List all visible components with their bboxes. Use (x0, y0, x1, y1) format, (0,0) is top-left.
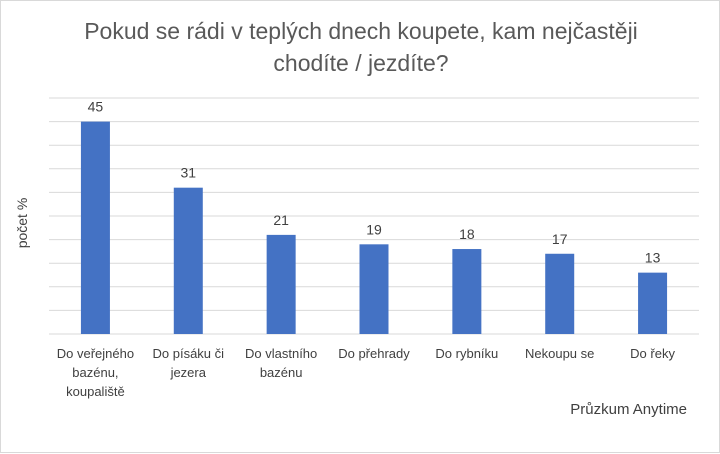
data-label: 31 (180, 165, 196, 181)
data-label: 19 (366, 221, 382, 237)
category-label: Do písáku či jezera (152, 346, 225, 380)
category-label: Do veřejného bazénu, koupaliště (56, 346, 135, 399)
category-label: Do řeky (630, 346, 675, 361)
chart-title: Pokud se rádi v teplých dnech koupete, k… (84, 18, 638, 76)
data-label: 13 (645, 250, 661, 266)
data-label: 18 (459, 226, 475, 242)
bar (359, 244, 389, 334)
bar (173, 187, 203, 334)
bar (452, 249, 482, 334)
category-label: Nekoupu se (525, 346, 595, 361)
bar (80, 121, 110, 334)
category-label: Do rybníku (435, 346, 499, 361)
source-note: Průzkum Anytime (570, 401, 687, 418)
bar (266, 234, 296, 334)
category-label: Do vlastního bazénu (245, 346, 318, 380)
bar (638, 272, 668, 334)
data-label: 17 (552, 231, 568, 247)
category-label: Do přehrady (338, 346, 410, 361)
bar (545, 253, 575, 334)
data-label: 45 (88, 99, 104, 115)
data-label: 21 (273, 212, 289, 228)
